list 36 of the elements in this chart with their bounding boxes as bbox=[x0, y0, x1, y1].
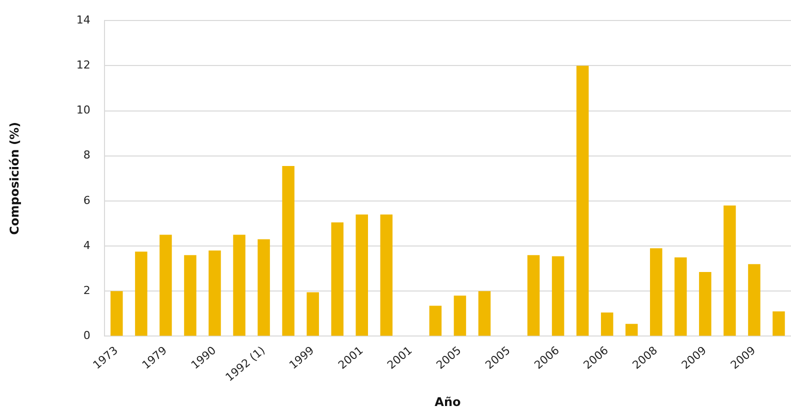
y-tick-label: 0 bbox=[83, 329, 90, 342]
y-tick-label: 4 bbox=[83, 238, 90, 252]
bar bbox=[748, 264, 760, 336]
bar bbox=[699, 272, 712, 336]
bar bbox=[625, 324, 638, 336]
bar bbox=[380, 214, 393, 336]
y-tick-label: 8 bbox=[83, 148, 90, 162]
y-tick-label: 6 bbox=[83, 194, 90, 207]
bar bbox=[233, 234, 246, 336]
bar bbox=[527, 255, 540, 336]
bar bbox=[160, 234, 172, 336]
bar bbox=[772, 311, 785, 336]
y-tick-label: 12 bbox=[76, 58, 90, 72]
bar bbox=[600, 312, 614, 336]
bar bbox=[724, 205, 736, 336]
bar bbox=[454, 296, 466, 336]
bar bbox=[576, 66, 589, 336]
bar bbox=[650, 248, 662, 336]
bar bbox=[478, 291, 491, 336]
bar bbox=[208, 250, 221, 336]
x-axis-title: Año bbox=[434, 394, 461, 409]
y-tick-label: 10 bbox=[76, 104, 90, 117]
bar bbox=[282, 166, 294, 336]
bar bbox=[552, 256, 564, 336]
bar bbox=[184, 255, 196, 336]
y-tick-label: 2 bbox=[83, 284, 90, 297]
bar bbox=[674, 257, 687, 336]
bar bbox=[258, 239, 270, 336]
y-tick-label: 14 bbox=[76, 13, 90, 26]
bar bbox=[331, 222, 344, 336]
bar bbox=[306, 292, 319, 336]
bar bbox=[110, 291, 123, 336]
bar bbox=[429, 306, 442, 336]
bar bbox=[356, 214, 368, 336]
bar bbox=[135, 252, 148, 336]
y-axis-title: Composición (%) bbox=[7, 122, 22, 235]
